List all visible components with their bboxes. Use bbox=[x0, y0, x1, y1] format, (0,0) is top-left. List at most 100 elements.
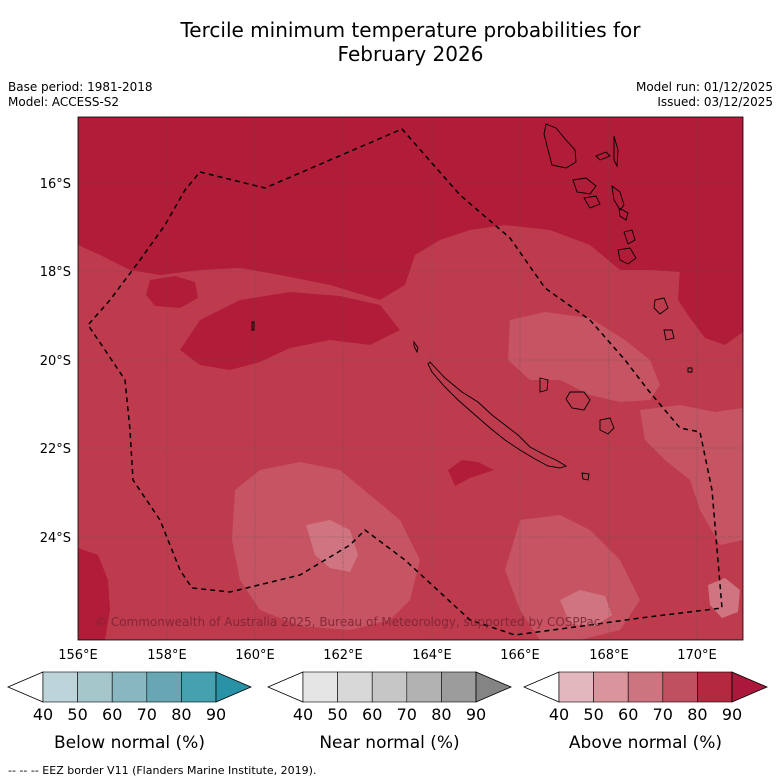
lon-labels: 156°E 158°E 160°E 162°E 164°E 166°E 168°… bbox=[58, 648, 717, 663]
colorbar-0-segment-5 bbox=[181, 671, 217, 703]
map-frame bbox=[77, 116, 744, 641]
lat-label-20s: 20°S bbox=[40, 354, 71, 369]
vanuatu-malekula bbox=[572, 177, 597, 195]
colorbar-0-tick-70: 70 bbox=[137, 705, 157, 724]
colorbar-0-tick-90: 90 bbox=[206, 705, 226, 724]
colorbar-0-tick-80: 80 bbox=[171, 705, 191, 724]
field-deep-tongue bbox=[180, 292, 400, 370]
colorbar-2-segment-2 bbox=[593, 671, 629, 703]
colorbar-2-tick-50: 50 bbox=[583, 705, 603, 724]
lon-label-170e: 170°E bbox=[677, 648, 717, 663]
loyalty-mare bbox=[599, 417, 615, 435]
map-title: Tercile minimum temperature probabilitie… bbox=[0, 18, 781, 66]
vanuatu-pentecost bbox=[611, 184, 625, 211]
meta-left: Base period: 1981-2018 Model: ACCESS-S2 bbox=[8, 80, 153, 110]
colorbar-0-title: Below normal (%) bbox=[54, 733, 205, 753]
colorbar-1-segment-4 bbox=[406, 671, 442, 703]
base-period: Base period: 1981-2018 bbox=[8, 80, 153, 94]
small-islet-1 bbox=[251, 321, 255, 331]
lat-labels: 16°S 18°S 20°S 22°S 24°S bbox=[40, 177, 71, 546]
colorbar-2-high-extend bbox=[731, 671, 769, 703]
field-deep-southwest bbox=[78, 548, 110, 640]
colorbar-1-title: Near normal (%) bbox=[319, 733, 459, 753]
lat-label-16s: 16°S bbox=[40, 177, 71, 192]
eez-legend-note: -- -- -- EEZ border V11 (Flanders Marine… bbox=[8, 764, 317, 777]
vanuatu-erromango bbox=[617, 247, 637, 265]
loyalty-lifou bbox=[565, 391, 591, 411]
colorbar-2-title: Above normal (%) bbox=[569, 733, 722, 753]
vanuatu-espiritu-santo bbox=[543, 123, 577, 169]
lat-label-22s: 22°S bbox=[40, 442, 71, 457]
lon-label-168e: 168°E bbox=[589, 648, 629, 663]
colorbar-2-tick-90: 90 bbox=[722, 705, 742, 724]
vanuatu-aneityum bbox=[663, 329, 675, 341]
colorbar-2-segment-5 bbox=[697, 671, 733, 703]
field-deep-east bbox=[678, 256, 743, 345]
lon-label-164e: 164°E bbox=[412, 648, 452, 663]
lon-label-160e: 160°E bbox=[235, 648, 275, 663]
issued-date: Issued: 03/12/2025 bbox=[657, 95, 773, 109]
vanuatu-epi bbox=[618, 207, 629, 221]
lon-label-158e: 158°E bbox=[147, 648, 187, 663]
lon-label-156e: 156°E bbox=[58, 648, 98, 663]
belep-islet bbox=[413, 340, 419, 354]
colorbar-0-tick-60: 60 bbox=[102, 705, 122, 724]
graticule bbox=[78, 117, 743, 640]
colorbar-2-tick-40: 40 bbox=[549, 705, 569, 724]
colorbar-1-low-extend bbox=[266, 671, 304, 703]
colorbar-2-segment-4 bbox=[662, 671, 698, 703]
vanuatu-efate bbox=[623, 229, 636, 245]
model-name: Model: ACCESS-S2 bbox=[8, 95, 120, 109]
colorbar-1-segment-2 bbox=[337, 671, 373, 703]
colorbar-0-segment-1 bbox=[42, 671, 78, 703]
field-lighter-southeast bbox=[560, 590, 612, 626]
coastlines bbox=[251, 123, 693, 481]
vanuatu-tanna bbox=[653, 297, 669, 315]
vanuatu-ambrym bbox=[583, 195, 601, 209]
title-line-2: February 2026 bbox=[337, 42, 484, 66]
colorbar-0-segment-4 bbox=[146, 671, 182, 703]
probability-field bbox=[78, 117, 743, 640]
small-islet-2 bbox=[687, 367, 693, 373]
colorbar-1-tick-40: 40 bbox=[293, 705, 313, 724]
field-light-east-2 bbox=[640, 405, 743, 545]
colorbar-1-tick-90: 90 bbox=[466, 705, 486, 724]
isle-of-pines bbox=[581, 472, 590, 481]
colorbar-0-low-extend bbox=[6, 671, 44, 703]
colorbar-2-low-extend bbox=[522, 671, 560, 703]
lon-label-166e: 166°E bbox=[500, 648, 540, 663]
colorbar-1-tick-50: 50 bbox=[327, 705, 347, 724]
meta-right: Model run: 01/12/2025 Issued: 03/12/2025 bbox=[636, 80, 773, 110]
colorbar-1-tick-80: 80 bbox=[431, 705, 451, 724]
colorbar-1-segment-1 bbox=[302, 671, 338, 703]
colorbar-2-tick-60: 60 bbox=[618, 705, 638, 724]
title-line-1: Tercile minimum temperature probabilitie… bbox=[180, 18, 641, 42]
colorbar-1-tick-70: 70 bbox=[397, 705, 417, 724]
colorbar-0-tick-50: 50 bbox=[67, 705, 87, 724]
copyright-text: © Commonwealth of Australia 2025, Bureau… bbox=[95, 615, 600, 629]
lat-label-18s: 18°S bbox=[40, 265, 71, 280]
colorbar-1-segment-3 bbox=[371, 671, 408, 703]
colorbar-0-tick-40: 40 bbox=[33, 705, 53, 724]
lon-label-162e: 162°E bbox=[323, 648, 363, 663]
colorbar-0-high-extend bbox=[215, 671, 253, 703]
colorbar-2-segment-3 bbox=[627, 671, 664, 703]
colorbar-1-tick-60: 60 bbox=[362, 705, 382, 724]
vanuatu-ambae bbox=[595, 151, 611, 161]
new-caledonia-coast bbox=[427, 361, 568, 469]
colorbar-2-segment-1 bbox=[558, 671, 594, 703]
model-run: Model run: 01/12/2025 bbox=[635, 80, 773, 94]
colorbar-2-tick-80: 80 bbox=[687, 705, 707, 724]
loyalty-ouvea bbox=[539, 377, 549, 393]
colorbar-1: 40 50 60 70 80 90 Near normal (%) bbox=[266, 671, 513, 753]
field-lighter-south bbox=[306, 520, 358, 572]
vanuatu-maewo bbox=[613, 135, 619, 168]
field-deep-blob bbox=[448, 460, 494, 486]
colorbar-0-segment-3 bbox=[111, 671, 148, 703]
colorbar-1-segment-5 bbox=[441, 671, 477, 703]
field-deep-pocket-west bbox=[146, 276, 198, 308]
